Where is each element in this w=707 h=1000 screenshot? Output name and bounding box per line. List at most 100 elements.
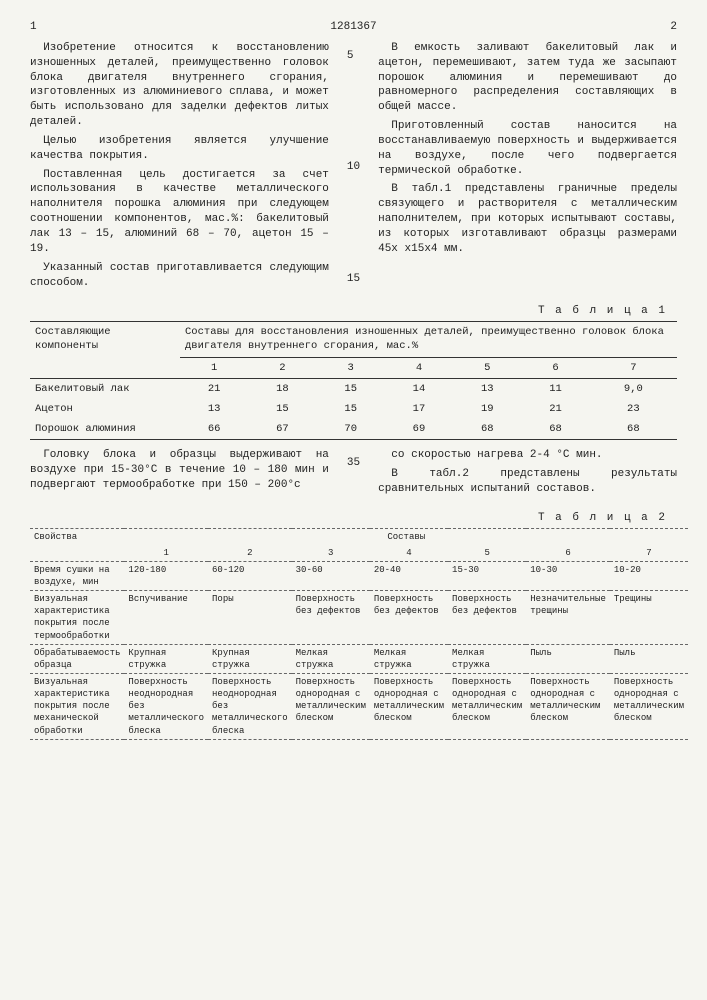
table2-cell: Поверхность неоднородная без металлическ… <box>208 674 292 740</box>
table1-header-components: Составляющие компоненты <box>30 322 180 379</box>
table2-cell: Мелкая стружка <box>292 644 370 673</box>
table2-cell: Поверхность однородная с металлическим б… <box>526 674 610 740</box>
table2-col-num: 6 <box>526 545 610 562</box>
table2-header-compositions: Составы <box>124 528 688 545</box>
table1-cell: 67 <box>248 419 316 440</box>
table2-cell: Мелкая стружка <box>448 644 526 673</box>
table2-cell: Поверхность однородная с металлическим б… <box>448 674 526 740</box>
table1-col-num: 1 <box>180 357 248 378</box>
table1-cell: 15 <box>317 378 385 399</box>
table2-col-num: 2 <box>208 545 292 562</box>
table2-cell: 20-40 <box>370 561 448 590</box>
table1-cell: 69 <box>385 419 453 440</box>
left-column: Изобретение относится к восстановлению и… <box>30 41 329 295</box>
table2-cell: 120-180 <box>124 561 208 590</box>
line-marker: 35 <box>347 456 360 471</box>
table1-col-num: 4 <box>385 357 453 378</box>
table1-cell: 11 <box>521 378 589 399</box>
table2-cell: Незначительные трещины <box>526 591 610 645</box>
table1-cell: 13 <box>453 378 521 399</box>
table1-cell: 15 <box>248 399 316 419</box>
table2-cell: 15-30 <box>448 561 526 590</box>
table1-cell: 68 <box>590 419 677 440</box>
table2-cell: Поверхность однородная с металлическим б… <box>370 674 448 740</box>
table2-cell: 10-20 <box>610 561 688 590</box>
table2-cell: Крупная стружка <box>124 644 208 673</box>
table1-cell: 18 <box>248 378 316 399</box>
table1-row-label: Порошок алюминия <box>30 419 180 440</box>
table1: Составляющие компоненты Составы для восс… <box>30 321 677 440</box>
table2-cell: Пыль <box>610 644 688 673</box>
table2-header-props: Свойства <box>30 528 124 561</box>
paragraph: В табл.1 представлены граничные пределы … <box>378 182 677 256</box>
paragraph: Целью изобретения является улучшение кач… <box>30 134 329 164</box>
mid-text: Головку блока и образцы выдерживают на в… <box>30 448 677 501</box>
table1-cell: 19 <box>453 399 521 419</box>
table1-cell: 23 <box>590 399 677 419</box>
table2-row-label: Визуальная характеристика покрытия после… <box>30 591 124 645</box>
table1-header-compositions: Составы для восстановления изношенных де… <box>180 322 677 357</box>
table1-col-num: 5 <box>453 357 521 378</box>
table1-cell: 21 <box>521 399 589 419</box>
table1-cell: 70 <box>317 419 385 440</box>
table2-cell: Крупная стружка <box>208 644 292 673</box>
mid-left: Головку блока и образцы выдерживают на в… <box>30 448 329 501</box>
table2-cell: Трещины <box>610 591 688 645</box>
paragraph: Изобретение относится к восстановлению и… <box>30 41 329 130</box>
paragraph: Приготовленный состав наносится на восст… <box>378 119 677 178</box>
text-columns: Изобретение относится к восстановлению и… <box>30 41 677 295</box>
table1-cell: 14 <box>385 378 453 399</box>
paragraph: В емкость заливают бакелитовый лак и аце… <box>378 41 677 115</box>
table2-cell: Вспучивание <box>124 591 208 645</box>
table2-cell: 10-30 <box>526 561 610 590</box>
line-numbers: 35 <box>347 448 360 501</box>
table2-cell: Поры <box>208 591 292 645</box>
table1-row-label: Бакелитовый лак <box>30 378 180 399</box>
table2-col-num: 7 <box>610 545 688 562</box>
right-column: В емкость заливают бакелитовый лак и аце… <box>378 41 677 295</box>
table1-cell: 21 <box>180 378 248 399</box>
table2-cell: Поверхность неоднородная без металлическ… <box>124 674 208 740</box>
table2-col-num: 3 <box>292 545 370 562</box>
table2-cell: Поверхность без дефектов <box>448 591 526 645</box>
table2-row-label: Обрабатываемость образца <box>30 644 124 673</box>
paragraph: Указанный состав приготавливается следую… <box>30 261 329 291</box>
table1-col-num: 7 <box>590 357 677 378</box>
table1-col-num: 6 <box>521 357 589 378</box>
table1-cell: 68 <box>453 419 521 440</box>
table2-cell: Мелкая стружка <box>370 644 448 673</box>
paragraph: Поставленная цель достигается за счет ис… <box>30 168 329 257</box>
table2-col-num: 5 <box>448 545 526 562</box>
page-right: 2 <box>670 20 677 35</box>
mid-right: со скоростью нагрева 2-4 °С мин. В табл.… <box>378 448 677 501</box>
table2-cell: Поверхность без дефектов <box>370 591 448 645</box>
table2-cell: Поверхность без дефектов <box>292 591 370 645</box>
table2-row-label: Время сушки на воздухе, мин <box>30 561 124 590</box>
line-marker: 10 <box>347 160 360 175</box>
table1-cell: 15 <box>317 399 385 419</box>
table1-col-num: 3 <box>317 357 385 378</box>
table1-cell: 17 <box>385 399 453 419</box>
line-marker: 5 <box>347 49 360 64</box>
table2-cell: 30-60 <box>292 561 370 590</box>
table2-cell: 60-120 <box>208 561 292 590</box>
page-left: 1 <box>30 20 37 35</box>
table2-cell: Поверхность однородная с металлическим б… <box>292 674 370 740</box>
table2-col-num: 4 <box>370 545 448 562</box>
line-marker: 15 <box>347 272 360 287</box>
table1-cell: 9,0 <box>590 378 677 399</box>
table1-cell: 66 <box>180 419 248 440</box>
table1-cell: 68 <box>521 419 589 440</box>
table2-col-num: 1 <box>124 545 208 562</box>
table2-cell: Поверхность однородная с металлическим б… <box>610 674 688 740</box>
table1-label: Т а б л и ц а 1 <box>30 304 667 319</box>
paragraph: Головку блока и образцы выдерживают на в… <box>30 448 329 493</box>
paragraph: В табл.2 представлены результаты сравнит… <box>378 467 677 497</box>
table2-cell: Пыль <box>526 644 610 673</box>
table2: Свойства Составы 1234567 Время сушки на … <box>30 528 688 740</box>
line-numbers: 5 10 15 <box>347 41 360 295</box>
table2-row-label: Визуальная характеристика покрытия после… <box>30 674 124 740</box>
table1-col-num: 2 <box>248 357 316 378</box>
paragraph: со скоростью нагрева 2-4 °С мин. <box>378 448 677 463</box>
table1-cell: 13 <box>180 399 248 419</box>
